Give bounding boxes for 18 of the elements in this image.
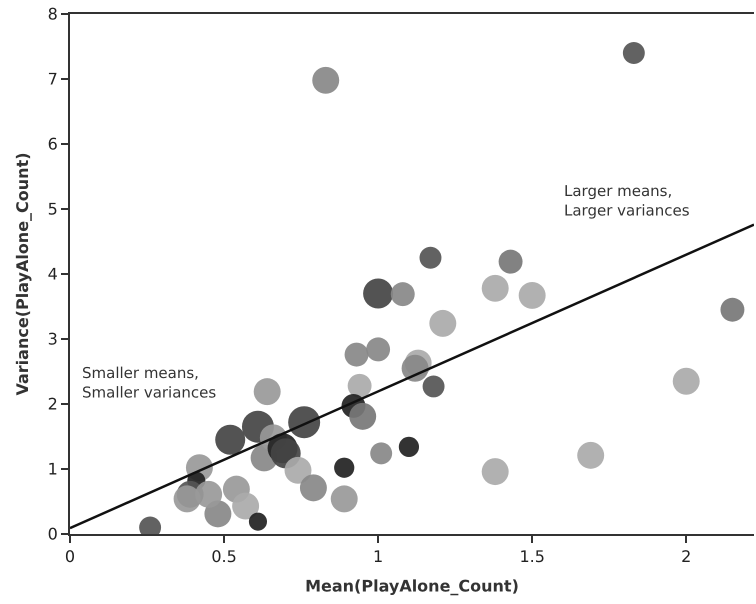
y-axis-title: Variance(PlayAlone_Count) — [13, 152, 32, 396]
y-tick-label: 8 — [48, 4, 58, 24]
x-axis-title: Mean(PlayAlone_Count) — [305, 576, 519, 596]
y-tick-label: 7 — [48, 70, 58, 89]
x-tick-label: 2 — [681, 547, 692, 566]
x-tick-label: 1 — [373, 547, 384, 566]
y-tick-label: 1 — [48, 460, 58, 479]
y-tick-label: 3 — [48, 330, 58, 349]
y-tick-label: 0 — [48, 524, 58, 544]
x-tick-label: 0.5 — [211, 547, 237, 566]
y-tick-label: 4 — [48, 264, 58, 284]
x-tick-label: 0 — [64, 547, 76, 566]
y-tick-label: 5 — [48, 200, 58, 219]
y-tick-label: 2 — [48, 394, 58, 414]
annotation: Larger means, Larger variances — [564, 182, 690, 220]
y-tick-label: 6 — [48, 134, 58, 154]
annotation: Smaller means, Smaller variances — [82, 364, 216, 402]
x-tick-label: 1.5 — [519, 547, 545, 566]
